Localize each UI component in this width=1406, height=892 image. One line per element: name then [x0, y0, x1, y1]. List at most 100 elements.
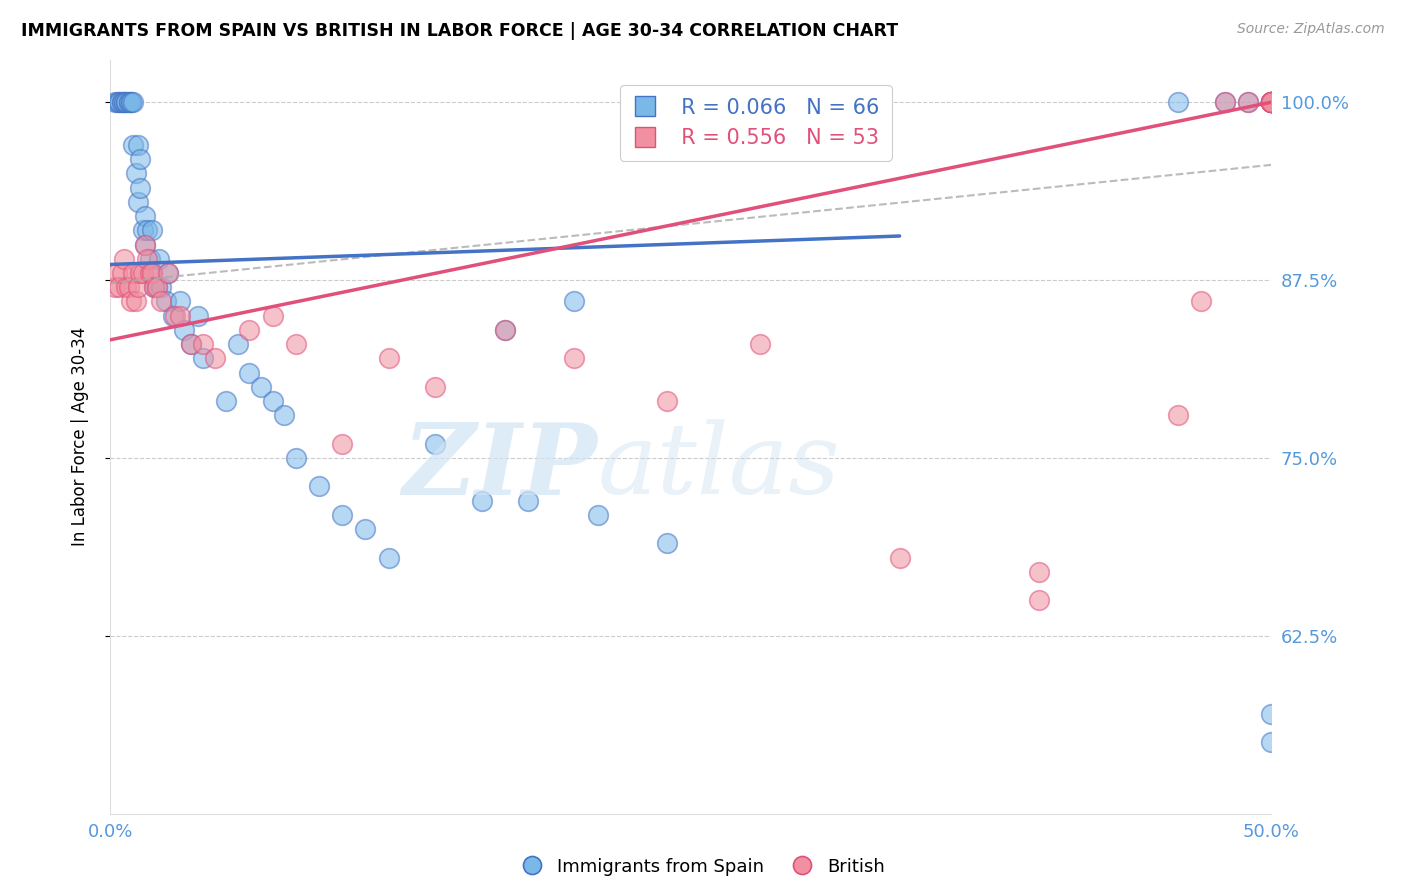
Point — [1260, 95, 1282, 110]
Point — [115, 95, 138, 110]
Point — [122, 95, 145, 110]
Text: Source: ZipAtlas.com: Source: ZipAtlas.com — [1237, 22, 1385, 37]
Point — [141, 266, 163, 280]
Point — [145, 280, 167, 294]
Y-axis label: In Labor Force | Age 30-34: In Labor Force | Age 30-34 — [72, 327, 89, 546]
Point — [127, 194, 149, 209]
Point — [262, 394, 284, 409]
Point — [1213, 95, 1236, 110]
Point — [657, 536, 679, 550]
Point — [657, 394, 679, 409]
Point — [173, 323, 195, 337]
Point — [250, 380, 273, 394]
Point — [134, 237, 156, 252]
Point — [108, 95, 131, 110]
Point — [127, 280, 149, 294]
Point — [226, 337, 249, 351]
Point — [471, 493, 494, 508]
Point — [124, 294, 146, 309]
Point — [1260, 95, 1282, 110]
Point — [115, 280, 138, 294]
Point — [273, 409, 295, 423]
Point — [354, 522, 377, 536]
Point — [377, 351, 399, 366]
Point — [180, 337, 202, 351]
Point — [330, 508, 353, 522]
Point — [120, 294, 142, 309]
Point — [104, 95, 127, 110]
Point — [191, 351, 214, 366]
Legend:   R = 0.066   N = 66,   R = 0.556   N = 53: R = 0.066 N = 66, R = 0.556 N = 53 — [620, 85, 891, 161]
Point — [180, 337, 202, 351]
Point — [105, 95, 128, 110]
Legend: Immigrants from Spain, British: Immigrants from Spain, British — [513, 851, 893, 883]
Point — [138, 252, 160, 266]
Point — [115, 95, 138, 110]
Point — [129, 152, 152, 166]
Point — [118, 95, 141, 110]
Point — [111, 95, 134, 110]
Point — [1167, 95, 1189, 110]
Point — [150, 294, 173, 309]
Text: ZIP: ZIP — [402, 418, 598, 515]
Point — [169, 294, 191, 309]
Point — [105, 266, 128, 280]
Point — [889, 550, 911, 565]
Point — [157, 266, 180, 280]
Point — [494, 323, 516, 337]
Point — [162, 309, 184, 323]
Point — [284, 450, 307, 465]
Point — [138, 266, 160, 280]
Point — [157, 266, 180, 280]
Point — [112, 95, 135, 110]
Point — [204, 351, 226, 366]
Point — [494, 323, 516, 337]
Point — [108, 280, 131, 294]
Point — [1260, 95, 1282, 110]
Point — [111, 266, 134, 280]
Point — [1191, 294, 1213, 309]
Point — [238, 366, 260, 380]
Point — [564, 294, 586, 309]
Point — [1237, 95, 1260, 110]
Point — [517, 493, 540, 508]
Text: atlas: atlas — [598, 419, 841, 515]
Point — [108, 95, 131, 110]
Point — [141, 266, 163, 280]
Point — [120, 95, 142, 110]
Point — [1260, 95, 1282, 110]
Point — [1213, 95, 1236, 110]
Point — [238, 323, 260, 337]
Point — [143, 280, 166, 294]
Point — [1260, 95, 1282, 110]
Point — [155, 294, 177, 309]
Point — [564, 351, 586, 366]
Point — [308, 479, 330, 493]
Point — [120, 95, 142, 110]
Point — [1260, 95, 1282, 110]
Point — [377, 550, 399, 565]
Point — [1167, 409, 1189, 423]
Point — [1260, 95, 1282, 110]
Point — [118, 280, 141, 294]
Point — [1260, 95, 1282, 110]
Point — [112, 95, 135, 110]
Point — [262, 309, 284, 323]
Point — [148, 252, 170, 266]
Point — [1260, 95, 1282, 110]
Point — [129, 266, 152, 280]
Point — [749, 337, 772, 351]
Point — [1260, 95, 1282, 110]
Point — [1260, 95, 1282, 110]
Point — [134, 209, 156, 223]
Point — [122, 266, 145, 280]
Point — [1260, 706, 1282, 721]
Point — [141, 223, 163, 237]
Point — [169, 309, 191, 323]
Point — [165, 309, 187, 323]
Point — [425, 436, 447, 450]
Point — [127, 138, 149, 153]
Point — [134, 237, 156, 252]
Point — [122, 138, 145, 153]
Point — [215, 394, 238, 409]
